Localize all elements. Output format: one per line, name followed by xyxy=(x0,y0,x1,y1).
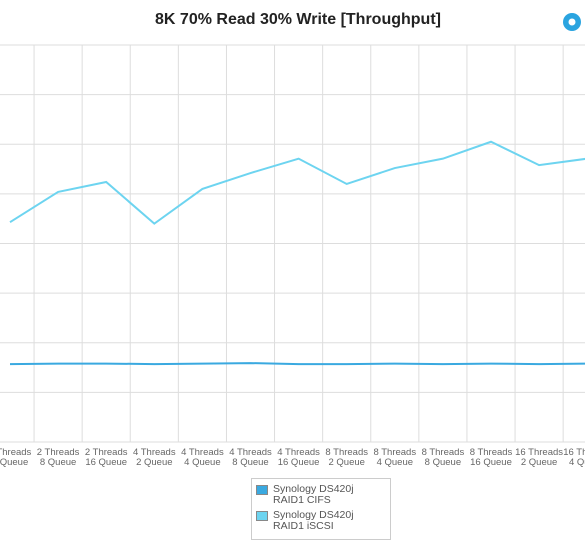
x-tick-label: 16 Threads xyxy=(563,447,585,458)
x-tick-label: 8 Queue xyxy=(232,457,268,468)
legend-swatch[interactable] xyxy=(256,485,268,495)
legend-item[interactable]: Synology DS420j RAID1 CIFS xyxy=(256,484,386,506)
menu-icon-dot[interactable] xyxy=(568,18,576,26)
x-tick-label: 4 Queue xyxy=(377,457,413,468)
x-tick-label: 4 Threads xyxy=(229,447,272,458)
menu-icon[interactable] xyxy=(563,13,581,31)
x-tick-label: 2 Threads xyxy=(85,447,128,458)
x-tick-label: 8 Threads xyxy=(422,447,465,458)
x-tick-label: 8 Queue xyxy=(40,457,76,468)
x-tick-label: 4 Threads xyxy=(277,447,320,458)
x-tick-label: 8 Threads xyxy=(325,447,368,458)
x-tick-label: 8 Threads xyxy=(373,447,416,458)
x-tick-label: 8 Threads xyxy=(470,447,513,458)
x-tick-label: 16 Queue xyxy=(85,457,127,468)
legend-item[interactable]: Synology DS420j RAID1 iSCSI xyxy=(256,510,386,532)
x-tick-label: 8 Queue xyxy=(425,457,461,468)
x-tick-label: 4 Threads xyxy=(181,447,224,458)
legend: Synology DS420j RAID1 CIFS Synology DS420… xyxy=(251,478,391,540)
x-tick-label: 16 Queue xyxy=(278,457,320,468)
x-tick-label: 16 Queue xyxy=(470,457,512,468)
legend-label[interactable]: Synology DS420j RAID1 CIFS xyxy=(273,483,354,506)
legend-swatch[interactable] xyxy=(256,511,268,521)
x-tick-label: 4 Queue xyxy=(569,457,585,468)
x-tick-label: 4 Queue xyxy=(184,457,220,468)
x-tick-label: 2 Queue xyxy=(136,457,172,468)
x-tick-label: 2 Queue xyxy=(521,457,557,468)
chart-title: 8K 70% Read 30% Write [Throughput] xyxy=(155,11,441,28)
series-line xyxy=(9,140,585,225)
x-tick-label: 4 Queue xyxy=(0,457,28,468)
x-tick-label: 2 Threads xyxy=(0,447,32,458)
series-line xyxy=(9,362,585,366)
x-tick-label: 16 Threads xyxy=(515,447,563,458)
legend-label[interactable]: Synology DS420j RAID1 iSCSI xyxy=(273,509,354,532)
x-tick-label: 4 Threads xyxy=(133,447,176,458)
x-tick-label: 2 Queue xyxy=(328,457,364,468)
x-tick-label: 2 Threads xyxy=(37,447,80,458)
